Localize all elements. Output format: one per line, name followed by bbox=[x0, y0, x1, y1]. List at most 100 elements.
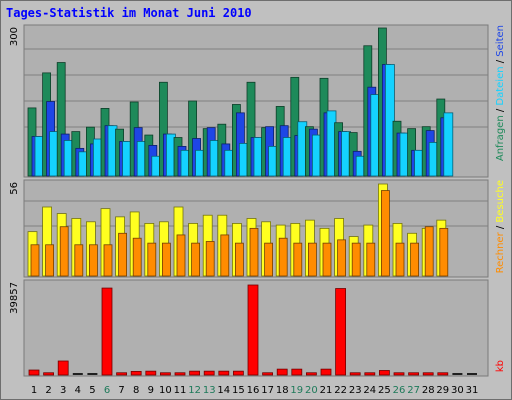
bar-kb-day-22 bbox=[335, 288, 347, 376]
bar-kb-day-4 bbox=[72, 373, 83, 375]
bar-kb-day-1 bbox=[28, 369, 40, 376]
bar-rechner-day-9 bbox=[147, 242, 157, 277]
x-tick-label-day-31: 31 bbox=[466, 385, 479, 396]
x-tick-label-day-30: 30 bbox=[451, 385, 464, 396]
series-label-separator: / bbox=[495, 223, 506, 233]
bar-kb-day-17 bbox=[262, 372, 274, 376]
y-tick-label-visits-hosts: 56 bbox=[9, 182, 20, 195]
bar-kb-day-8 bbox=[130, 370, 142, 376]
x-tick-label-day-3: 3 bbox=[60, 385, 66, 396]
bar-kb-day-30 bbox=[452, 373, 463, 375]
bar-kb-day-11 bbox=[174, 372, 186, 376]
bar-rechner-day-3 bbox=[59, 226, 69, 277]
x-tick-label-day-13: 13 bbox=[203, 385, 216, 396]
bar-rechner-day-16 bbox=[249, 227, 259, 277]
series-label-besuche: Besuche bbox=[495, 180, 506, 223]
series-label-rechner: Rechner bbox=[495, 231, 506, 273]
x-tick-label-day-11: 11 bbox=[174, 385, 187, 396]
series-label-kb: kb bbox=[495, 360, 506, 372]
chart-title: Tages-Statistik im Monat Juni 2010 bbox=[6, 6, 252, 20]
bar-rechner-day-18 bbox=[278, 237, 288, 277]
bar-kb-day-29 bbox=[437, 372, 449, 376]
series-label-dateien: Dateien bbox=[495, 66, 506, 105]
bar-kb-day-18 bbox=[276, 368, 288, 376]
x-tick-label-day-20: 20 bbox=[305, 385, 318, 396]
series-label-seiten: Seiten bbox=[495, 25, 506, 57]
bar-rechner-day-10 bbox=[161, 242, 171, 277]
series-label-separator: / bbox=[495, 106, 506, 116]
bar-rechner-day-15 bbox=[234, 242, 244, 277]
x-tick-label-day-10: 10 bbox=[159, 385, 172, 396]
x-tick-label-day-27: 27 bbox=[407, 385, 420, 396]
bar-rechner-day-14 bbox=[220, 234, 230, 277]
bar-kb-day-12 bbox=[189, 370, 201, 376]
bar-kb-day-9 bbox=[145, 370, 157, 376]
bar-kb-day-21 bbox=[320, 368, 332, 376]
x-tick-label-day-28: 28 bbox=[422, 385, 435, 396]
x-tick-label-day-5: 5 bbox=[89, 385, 95, 396]
x-tick-label-day-17: 17 bbox=[261, 385, 274, 396]
bar-kb-day-7 bbox=[116, 372, 127, 376]
bar-rechner-day-28 bbox=[424, 226, 434, 277]
bar-rechner-day-29 bbox=[439, 227, 449, 277]
series-label-kb: kb bbox=[495, 360, 506, 372]
bar-kb-day-19 bbox=[291, 368, 303, 376]
bar-kb-day-23 bbox=[349, 372, 361, 376]
bar-kb-day-10 bbox=[159, 372, 171, 376]
x-tick-label-day-25: 25 bbox=[378, 385, 391, 396]
bar-rechner-day-1 bbox=[30, 244, 40, 277]
bar-kb-day-6 bbox=[101, 287, 113, 376]
series-label-anfragen: Anfragen bbox=[495, 115, 506, 161]
x-tick-label-day-29: 29 bbox=[436, 385, 449, 396]
bar-kb-day-25 bbox=[378, 370, 390, 376]
bar-rechner-day-7 bbox=[118, 232, 127, 277]
x-tick-label-day-8: 8 bbox=[133, 385, 139, 396]
x-tick-label-day-18: 18 bbox=[276, 385, 289, 396]
bar-rechner-day-11 bbox=[176, 234, 186, 277]
y-tick-label-hits-files-pages: 300 bbox=[9, 27, 20, 46]
x-tick-label-day-22: 22 bbox=[334, 385, 347, 396]
bar-kb-day-20 bbox=[305, 372, 317, 376]
bar-rechner-day-6 bbox=[103, 244, 113, 277]
y-tick-label-kb: 39857 bbox=[9, 282, 20, 314]
x-tick-label-day-21: 21 bbox=[320, 385, 333, 396]
bar-rechner-day-5 bbox=[89, 244, 98, 277]
bar-kb-day-24 bbox=[364, 372, 376, 376]
series-label-hits-files-pages: Anfragen / Dateien / Seiten bbox=[495, 25, 506, 161]
x-tick-label-day-4: 4 bbox=[75, 385, 81, 396]
bar-rechner-day-27 bbox=[410, 242, 420, 277]
bar-rechner-day-17 bbox=[264, 242, 274, 277]
bar-kb-day-13 bbox=[203, 370, 215, 376]
bar-kb-day-31 bbox=[467, 373, 477, 375]
x-tick-label-day-14: 14 bbox=[217, 385, 230, 396]
bar-rechner-day-24 bbox=[366, 242, 376, 277]
x-tick-label-day-9: 9 bbox=[148, 385, 154, 396]
bar-rechner-day-22 bbox=[337, 239, 347, 277]
x-tick-label-day-16: 16 bbox=[247, 385, 260, 396]
bar-kb-day-28 bbox=[422, 372, 434, 376]
x-tick-label-day-12: 12 bbox=[188, 385, 201, 396]
bar-kb-day-14 bbox=[218, 370, 230, 376]
x-tick-label-day-2: 2 bbox=[45, 385, 51, 396]
bar-rechner-day-26 bbox=[395, 242, 405, 277]
bar-rechner-day-21 bbox=[322, 242, 332, 277]
bar-kb-day-3 bbox=[57, 360, 69, 376]
series-label-visits-hosts: Rechner / Besuche bbox=[495, 180, 506, 273]
bar-kb-day-26 bbox=[393, 372, 405, 376]
x-tick-label-day-23: 23 bbox=[349, 385, 362, 396]
bar-rechner-day-4 bbox=[74, 244, 84, 277]
bar-rechner-day-25 bbox=[380, 190, 390, 277]
bar-rechner-day-20 bbox=[307, 242, 317, 277]
bar-kb-day-5 bbox=[87, 373, 98, 375]
bar-seiten-day-25 bbox=[384, 64, 395, 177]
bar-seiten-day-29 bbox=[443, 112, 454, 177]
bar-kb-day-2 bbox=[43, 372, 54, 376]
x-tick-label-day-1: 1 bbox=[31, 385, 37, 396]
x-tick-label-day-26: 26 bbox=[393, 385, 406, 396]
x-tick-label-day-6: 6 bbox=[104, 385, 110, 396]
bar-rechner-day-23 bbox=[351, 242, 361, 277]
bar-rechner-day-12 bbox=[191, 242, 201, 277]
x-tick-label-day-19: 19 bbox=[290, 385, 303, 396]
bar-kb-day-27 bbox=[408, 372, 420, 376]
